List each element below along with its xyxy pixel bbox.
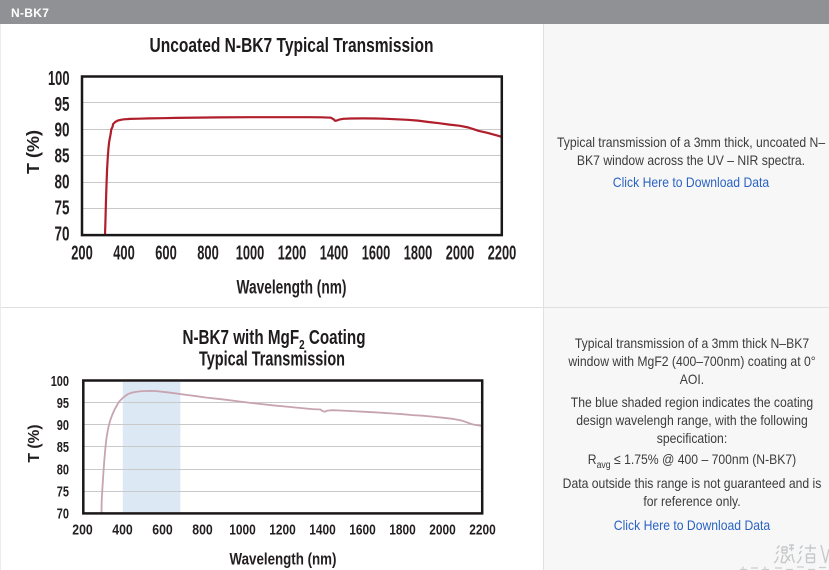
svg-text:200: 200 xyxy=(71,243,93,265)
svg-text:1800: 1800 xyxy=(404,243,433,265)
svg-text:75: 75 xyxy=(57,484,69,501)
svg-text:95: 95 xyxy=(55,94,70,116)
svg-text:1600: 1600 xyxy=(362,243,391,265)
svg-text:1200: 1200 xyxy=(269,522,296,539)
svg-text:N-BK7 with MgF2 Coating: N-BK7 with MgF2 Coating xyxy=(183,327,366,352)
svg-text:85: 85 xyxy=(57,439,69,456)
svg-text:100: 100 xyxy=(51,373,69,390)
svg-text:400: 400 xyxy=(112,522,133,539)
svg-text:1400: 1400 xyxy=(309,522,336,539)
svg-text:Wavelength (nm): Wavelength (nm) xyxy=(237,278,347,299)
svg-text:800: 800 xyxy=(192,522,213,539)
svg-text:80: 80 xyxy=(57,461,69,478)
svg-text:Typical Transmission: Typical Transmission xyxy=(199,349,345,371)
svg-text:1000: 1000 xyxy=(229,522,256,539)
svg-text:1600: 1600 xyxy=(349,522,376,539)
svg-text:400: 400 xyxy=(113,243,135,265)
svg-text:90: 90 xyxy=(55,120,70,142)
svg-text:T (%): T (%) xyxy=(26,425,43,463)
svg-text:1000: 1000 xyxy=(236,243,265,265)
svg-text:100: 100 xyxy=(48,68,70,90)
svg-text:1200: 1200 xyxy=(278,243,307,265)
svg-text:70: 70 xyxy=(57,506,69,523)
svg-text:2200: 2200 xyxy=(469,522,496,539)
svg-text:80: 80 xyxy=(55,172,70,194)
svg-text:T (%): T (%) xyxy=(23,130,43,174)
svg-text:1800: 1800 xyxy=(389,522,416,539)
svg-text:Uncoated N-BK7 Typical Transmi: Uncoated N-BK7 Typical Transmission xyxy=(150,35,434,57)
svg-text:70: 70 xyxy=(55,223,70,245)
svg-text:85: 85 xyxy=(55,146,70,168)
svg-text:90: 90 xyxy=(57,417,69,434)
svg-text:2000: 2000 xyxy=(446,243,475,265)
svg-text:2000: 2000 xyxy=(429,522,456,539)
svg-text:Wavelength (nm): Wavelength (nm) xyxy=(230,551,337,569)
svg-text:1400: 1400 xyxy=(320,243,349,265)
svg-text:75: 75 xyxy=(55,197,70,219)
svg-text:200: 200 xyxy=(72,522,93,539)
svg-text:600: 600 xyxy=(155,243,177,265)
svg-text:95: 95 xyxy=(57,395,69,412)
svg-text:800: 800 xyxy=(197,243,219,265)
svg-text:600: 600 xyxy=(152,522,173,539)
svg-text:2200: 2200 xyxy=(488,243,517,265)
